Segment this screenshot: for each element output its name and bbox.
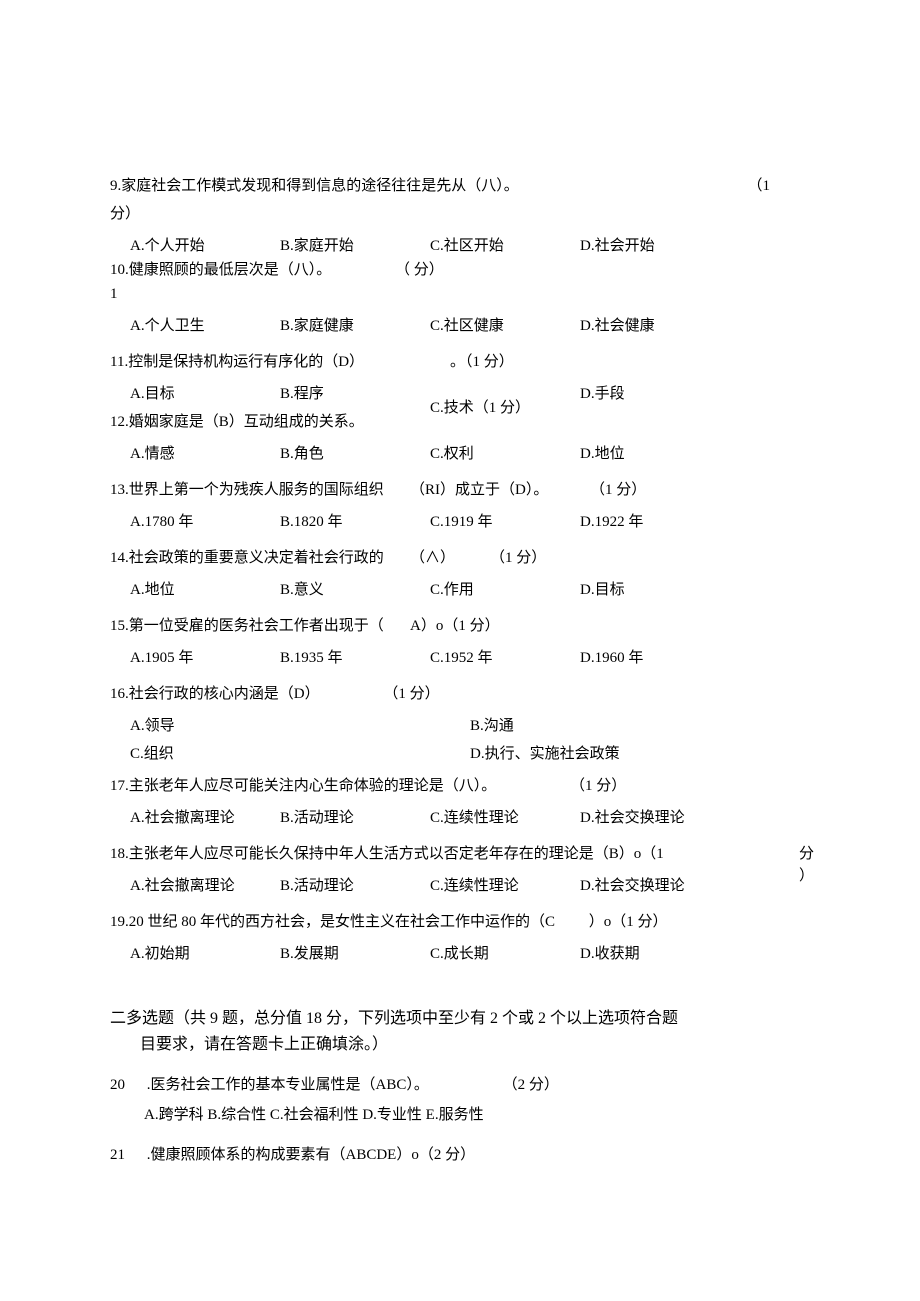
q11-c: C.技术（1 分） [430,396,580,420]
q14-mid: （∧） [410,546,490,570]
section2-title: 二多选题（共 9 题，总分值 18 分，下列选项中至少有 2 个或 2 个以上选… [110,1006,810,1032]
q17: 17.主张老年人应尽可能关注内心生命体验的理论是（八）。 （1 分） A.社会撤… [110,774,810,830]
q11-d: D.手段 [580,382,730,406]
q20: 20 .医务社会工作的基本专业属性是（ABC）。 （2 分） [110,1073,810,1097]
q18: 18.主张老年人应尽可能长久保持中年人生活方式以否定老年存在的理论是（B）o（1… [110,842,810,898]
q13-c: C.1919 年 [430,510,580,534]
q21-text: .健康照顾体系的构成要素有（ABCDE）o（2 分） [147,1147,475,1163]
q20-text: .医务社会工作的基本专业属性是（ABC）。 [147,1077,429,1093]
q19-d: D.收获期 [580,942,730,966]
q18-c: C.连续性理论 [430,874,580,898]
q13-b: B.1820 年 [280,510,430,534]
q18-d: D.社会交换理论 [580,874,730,898]
q20-score: （2 分） [503,1077,559,1093]
q14: 14.社会政策的重要意义决定着社会行政的 （∧） （1 分） A.地位 B.意义… [110,546,810,602]
q10-c: C.社区健康 [430,314,580,338]
q13-a: A.1780 年 [130,510,280,534]
q9-score-open: （1 [747,174,770,198]
q13-mid: （RI）成立于（D）。 [410,478,590,502]
q16-c: C.组织 [130,742,470,766]
q17-score: （1 分） [570,778,626,794]
section2-cont: 目要求，请在答题卡上正确填涂。） [110,1032,810,1058]
q13-d: D.1922 年 [580,510,730,534]
q19-a: A.初始期 [130,942,280,966]
q17-d: D.社会交换理论 [580,806,730,830]
q19: 19.20 世纪 80 年代的西方社会，是女性主义在社会工作中运作的（C ）o（… [110,910,810,966]
q13: 13.世界上第一个为残疾人服务的国际组织 （RI）成立于（D）。 （1 分） A… [110,478,810,534]
q19-c: C.成长期 [430,942,580,966]
q15-mid: A）o（1 分） [410,614,500,638]
q18-r1: 分 [799,842,814,866]
q14-text: 14.社会政策的重要意义决定着社会行政的 [110,546,410,570]
q9-score-close: 分） [110,202,810,226]
q19-text: 19.20 世纪 80 年代的西方社会，是女性主义在社会工作中运作的（C [110,914,555,930]
q10-text: 10.健康照顾的最低层次是（八）。 [110,262,331,278]
q14-c: C.作用 [430,578,580,602]
q20-opts: A.跨学科 B.综合性 C.社会福利性 D.专业性 E.服务性 [110,1103,810,1127]
q12-b: B.角色 [280,442,430,466]
q17-text: 17.主张老年人应尽可能关注内心生命体验的理论是（八）。 [110,778,496,794]
q14-d: D.目标 [580,578,730,602]
q15: 15.第一位受雇的医务社会工作者出现于（ A）o（1 分） A.1905 年 B… [110,614,810,670]
q18-a: A.社会撤离理论 [130,874,280,898]
q13-score: （1 分） [590,478,646,502]
q15-text: 15.第一位受雇的医务社会工作者出现于（ [110,614,410,638]
q10: 10.健康照顾的最低层次是（八）。 （ 分） 1 A.个人卫生 B.家庭健康 C… [110,258,810,338]
q20-num: 20 [110,1077,125,1093]
q16-b: B.沟通 [470,714,810,738]
q9-c: C.社区开始 [430,234,580,258]
q11-text: 11.控制是保持机构运行有序化的（D） [110,350,410,374]
q19-score: ）o（1 分） [589,914,668,930]
q15-c: C.1952 年 [430,646,580,670]
q10-b: B.家庭健康 [280,314,430,338]
q18-r2: ） [799,864,814,888]
q17-b: B.活动理论 [280,806,430,830]
q16-text: 16.社会行政的核心内涵是（D） [110,686,320,702]
q12-a: A.情感 [130,442,280,466]
q11-b: B.程序 [280,382,430,406]
q9-d: D.社会开始 [580,234,730,258]
q11-a: A.目标 [130,382,280,406]
q15-d: D.1960 年 [580,646,730,670]
q10-d: D.社会健康 [580,314,730,338]
q16: 16.社会行政的核心内涵是（D） （1 分） A.领导 B.沟通 C.组织 D.… [110,682,810,770]
q11-score: 。（1 分） [450,350,514,374]
q9: 9.家庭社会工作模式发现和得到信息的途径往往是先从（八）。 （1 分） A.个人… [110,174,810,258]
q12-d: D.地位 [580,442,730,466]
q19-b: B.发展期 [280,942,430,966]
q13-text: 13.世界上第一个为残疾人服务的国际组织 [110,478,410,502]
q9-b: B.家庭开始 [280,234,430,258]
q18-text: 18.主张老年人应尽可能长久保持中年人生活方式以否定老年存在的理论是（B）o（1 [110,842,810,866]
q16-score: （1 分） [383,686,439,702]
q14-b: B.意义 [280,578,430,602]
q9-a: A.个人开始 [130,234,280,258]
q9-text: 9.家庭社会工作模式发现和得到信息的途径往往是先从（八）。 [110,174,810,198]
q16-a: A.领导 [130,714,470,738]
q10-a: A.个人卫生 [130,314,280,338]
q10-dangling: 1 [110,282,810,306]
q16-d: D.执行、实施社会政策 [470,742,810,766]
q17-c: C.连续性理论 [430,806,580,830]
q17-a: A.社会撤离理论 [130,806,280,830]
q10-score: （ 分） [395,258,444,282]
q21: 21 .健康照顾体系的构成要素有（ABCDE）o（2 分） [110,1143,810,1167]
page: 9.家庭社会工作模式发现和得到信息的途径往往是先从（八）。 （1 分） A.个人… [0,0,920,1233]
q14-a: A.地位 [130,578,280,602]
q21-num: 21 [110,1147,125,1163]
q11: 11.控制是保持机构运行有序化的（D） 。（1 分） A.目标 B.程序 C.技… [110,350,810,406]
q18-b: B.活动理论 [280,874,430,898]
q12-c: C.权利 [430,442,580,466]
q15-b: B.1935 年 [280,646,430,670]
q14-score: （1 分） [490,546,546,570]
q15-a: A.1905 年 [130,646,280,670]
section2-heading: 二多选题（共 9 题，总分值 18 分，下列选项中至少有 2 个或 2 个以上选… [110,1006,810,1057]
